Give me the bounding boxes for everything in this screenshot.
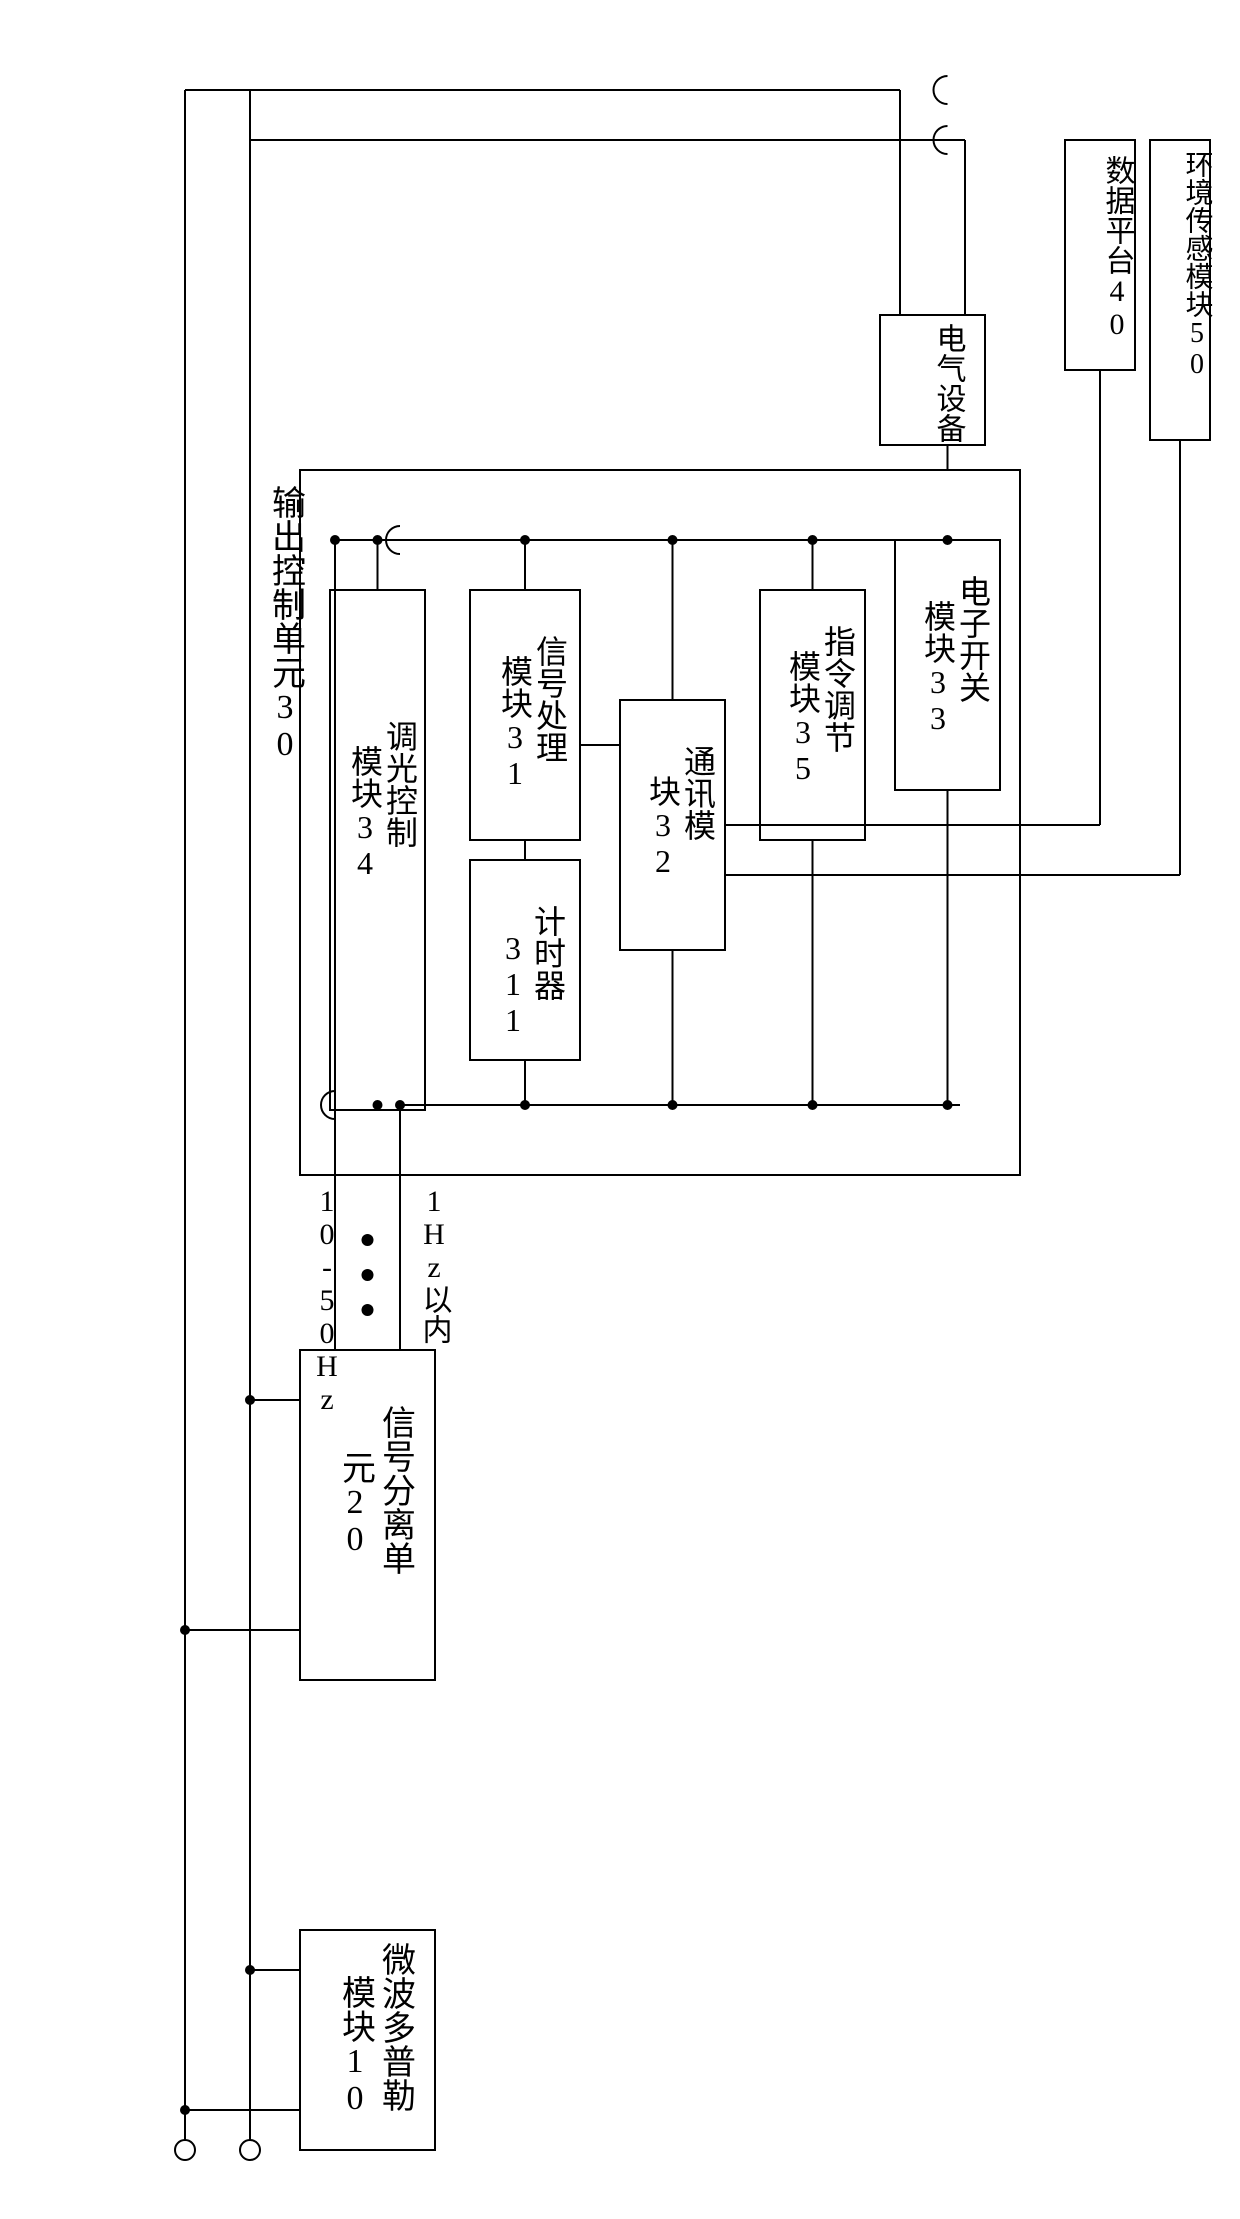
circle-63: [808, 535, 818, 545]
circle-10: [180, 2105, 190, 2115]
text-5: 微波多普勒: [377, 1942, 416, 2112]
circle-50: [520, 1100, 530, 1110]
path-74: [321, 1091, 335, 1119]
path-93: [934, 76, 948, 104]
text-61: 模块35: [785, 650, 821, 786]
text-45: 311: [495, 930, 531, 1038]
circle-1: [175, 2140, 195, 2160]
text-67: 电子开关: [955, 575, 991, 703]
circle-72: [943, 1100, 953, 1110]
text-44: 计时器: [530, 905, 566, 1001]
circle-31: [330, 535, 340, 545]
text-53: 块32: [645, 775, 681, 879]
text-12: 信号分离单: [377, 1405, 415, 1575]
circle-37: [373, 535, 383, 545]
circle-65: [808, 1100, 818, 1110]
text-76: 电气设备: [932, 323, 967, 443]
text-88: 环境传感模块50: [1182, 150, 1214, 380]
text-13: 元20: [337, 1450, 375, 1558]
circle-56: [668, 535, 678, 545]
text-42: 模块31: [497, 655, 533, 791]
circle-23: [362, 1269, 374, 1281]
circle-15: [245, 1395, 255, 1405]
text-26: 输出控制单元30: [267, 485, 305, 763]
circle-32: [395, 1100, 405, 1110]
text-34: 调光控制: [382, 720, 418, 848]
text-83: 数据平台40: [1101, 155, 1136, 341]
circle-22: [362, 1234, 374, 1246]
text-6: 模块10: [337, 1975, 375, 2117]
circle-39: [373, 1100, 383, 1110]
circle-70: [943, 535, 953, 545]
text-21: 1Hz以内: [418, 1185, 451, 1344]
circle-17: [180, 1625, 190, 1635]
circle-8: [245, 1965, 255, 1975]
circle-57: [668, 1100, 678, 1110]
text-52: 通讯模: [680, 745, 716, 841]
text-35: 模块34: [347, 745, 383, 881]
circle-3: [240, 2140, 260, 2160]
circle-48: [520, 535, 530, 545]
text-41: 信号处理: [532, 635, 568, 763]
circle-24: [362, 1304, 374, 1316]
text-68: 模块33: [920, 600, 956, 736]
text-20: 10-50Hz: [311, 1185, 344, 1416]
text-60: 指令调节: [820, 625, 856, 753]
